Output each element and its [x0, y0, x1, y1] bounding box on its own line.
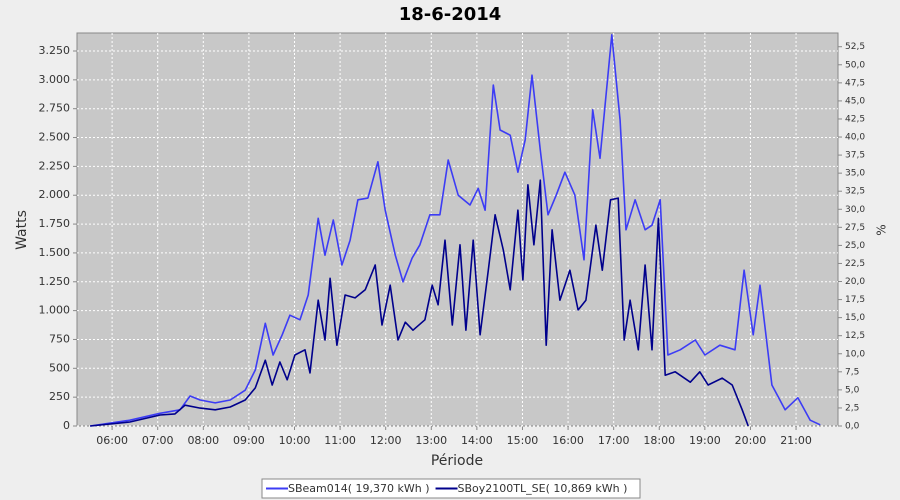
y-tick-label: 2.500: [39, 131, 71, 144]
x-axis-label: Période: [431, 453, 483, 469]
y2-tick-label: 32,5: [845, 187, 865, 197]
y2-tick-label: 45,0: [845, 96, 865, 106]
x-tick-label: 10:00: [279, 434, 311, 447]
y2-tick-label: 42,5: [845, 114, 865, 124]
y2-tick-label: 7,5: [845, 367, 859, 377]
y2-tick-label: 20,0: [845, 277, 865, 287]
y-tick-label: 1.500: [39, 246, 71, 259]
y-axis-label: Watts: [14, 210, 30, 250]
y2-tick-label: 17,5: [845, 295, 865, 305]
y-tick-label: 1.000: [39, 304, 71, 317]
x-tick-label: 09:00: [233, 434, 265, 447]
x-tick-label: 17:00: [598, 434, 630, 447]
x-tick-label: 19:00: [689, 434, 721, 447]
y2-tick-label: 15,0: [845, 313, 865, 323]
y2-tick-label: 22,5: [845, 259, 865, 269]
x-tick-label: 07:00: [142, 434, 174, 447]
y-tick-label: 3.250: [39, 44, 71, 57]
y-tick-label: 250: [49, 390, 70, 403]
y2-tick-label: 12,5: [845, 331, 865, 341]
y2-tick-label: 2,5: [845, 403, 859, 413]
y-tick-label: 500: [49, 361, 70, 374]
y2-tick-label: 30,0: [845, 205, 865, 215]
y-tick-label: 1.250: [39, 275, 71, 288]
x-tick-label: 21:00: [780, 434, 812, 447]
y2-tick-label: 5,0: [845, 385, 860, 395]
y-tick-label: 2.750: [39, 102, 71, 115]
x-tick-label: 08:00: [187, 434, 219, 447]
plot-area: [76, 32, 839, 427]
x-tick-label: 18:00: [643, 434, 675, 447]
y-tick-label: 3.000: [39, 73, 71, 86]
y2-tick-label: 52,5: [845, 42, 865, 52]
series-line: [90, 179, 749, 427]
y2-tick-label: 37,5: [845, 151, 865, 161]
x-tick-label: 14:00: [461, 434, 493, 447]
y-tick-label: 1.750: [39, 217, 71, 230]
x-tick-label: 13:00: [415, 434, 447, 447]
y2-tick-label: 27,5: [845, 223, 865, 233]
x-tick-label: 20:00: [735, 434, 767, 447]
x-tick-label: 12:00: [370, 434, 402, 447]
y-tick-label: 2.000: [39, 188, 71, 201]
y2-tick-label: 40,0: [845, 133, 865, 143]
legend-label: SBoy2100TL_SE( 10,869 kWh ): [458, 482, 628, 495]
y-tick-label: 750: [49, 332, 70, 345]
x-tick-label: 16:00: [552, 434, 584, 447]
y2-tick-label: 10,0: [845, 349, 865, 359]
y-tick-label: 0: [63, 419, 70, 432]
x-tick-label: 11:00: [324, 434, 356, 447]
y2-axis-label: %: [875, 224, 889, 235]
series-line: [90, 34, 821, 427]
y-tick-label: 2.250: [39, 159, 71, 172]
legend-label: SBeam014( 19,370 kWh ): [288, 482, 430, 495]
y2-tick-label: 50,0: [845, 60, 865, 70]
chart-title: 18-6-2014: [399, 4, 502, 25]
x-tick-label: 15:00: [507, 434, 539, 447]
y2-tick-label: 35,0: [845, 169, 865, 179]
x-tick-label: 06:00: [96, 434, 128, 447]
y2-tick-label: 47,5: [845, 78, 865, 88]
y2-tick-label: 25,0: [845, 241, 865, 251]
y2-tick-label: 0,0: [845, 422, 860, 432]
